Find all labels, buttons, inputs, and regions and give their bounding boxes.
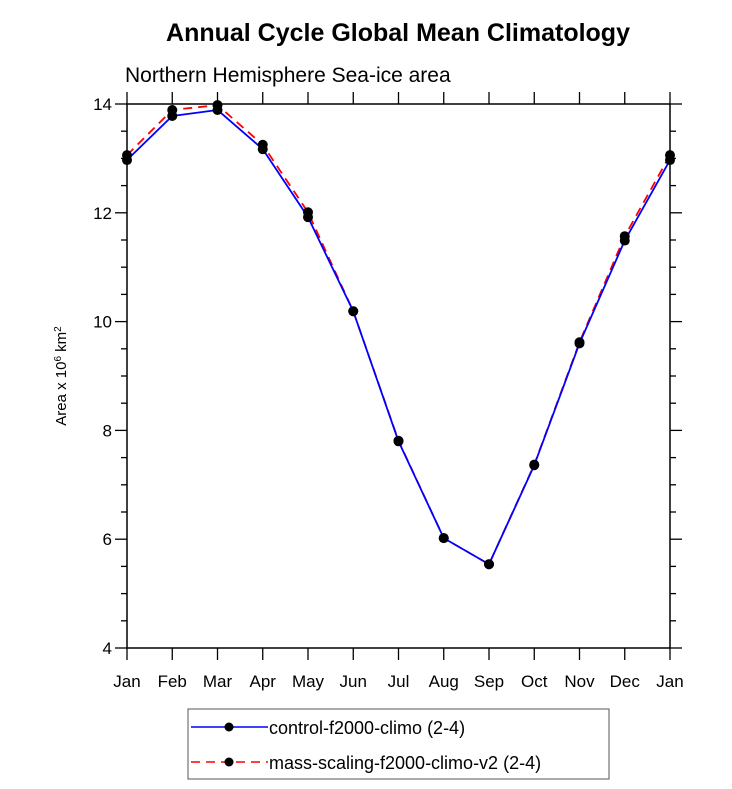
data-point-control	[619, 235, 630, 246]
data-point-control	[257, 144, 268, 155]
legend-label-control: control-f2000-climo (2-4)	[269, 718, 465, 738]
legend-marker-control	[224, 722, 234, 732]
data-point-control	[303, 212, 313, 223]
x-tick-label: Oct	[521, 672, 548, 691]
data-point-control	[484, 559, 494, 570]
y-tick-label: 4	[103, 639, 112, 658]
x-tick-label: May	[292, 672, 325, 691]
legend-marker-mass-scaling	[224, 757, 234, 767]
y-axis: 4 6 8 10 12 14	[93, 95, 682, 658]
chart-title: Annual Cycle Global Mean Climatology	[166, 19, 630, 47]
y-tick-label: 12	[93, 204, 112, 223]
x-tick-label: Dec	[610, 672, 641, 691]
legend-entry-control: control-f2000-climo (2-4)	[191, 718, 465, 738]
plot-frame	[126, 103, 671, 649]
legend-entry-mass-scaling: mass-scaling-f2000-climo-v2 (2-4)	[191, 753, 541, 773]
y-tick-label: 14	[93, 95, 112, 114]
data-point-control	[212, 104, 223, 115]
data-point-control	[348, 306, 359, 317]
y-tick-label: 8	[103, 421, 112, 440]
legend-box	[187, 708, 610, 780]
y-axis-label: Area x 106 km2	[53, 326, 71, 426]
y-tick-label: 6	[103, 530, 112, 549]
x-tick-label: Nov	[564, 672, 595, 691]
legend-label-mass-scaling: mass-scaling-f2000-climo-v2 (2-4)	[269, 753, 541, 773]
x-tick-label: Jul	[388, 672, 410, 691]
data-point-control	[574, 338, 585, 349]
plot-border	[126, 103, 671, 649]
x-tick-label: Mar	[203, 672, 233, 691]
x-tick-label: Aug	[429, 672, 459, 691]
x-tick-label: Sep	[474, 672, 504, 691]
series-layer	[122, 100, 675, 570]
data-point-control	[393, 436, 404, 447]
legend: control-f2000-climo (2-4) mass-scaling-f…	[187, 708, 610, 780]
series-line-mass-scaling	[126, 104, 671, 566]
x-tick-label: Jan	[113, 672, 140, 691]
x-tick-label: Jan	[656, 672, 683, 691]
x-tick-label: Feb	[158, 672, 187, 691]
chart-subtitle: Northern Hemisphere Sea-ice area	[125, 64, 451, 87]
y-tick-label: 10	[93, 313, 112, 332]
data-point-control	[167, 110, 178, 121]
series-line-control	[126, 109, 671, 566]
x-axis: Jan Feb Mar Apr May Jun Jul Aug Sep Oct Nov Dec Jan	[113, 92, 684, 691]
data-point-control	[438, 533, 449, 544]
x-tick-label: Apr	[250, 672, 277, 691]
data-point-control	[665, 155, 675, 166]
data-point-control	[122, 155, 132, 166]
x-tick-label: Jun	[340, 672, 367, 691]
data-point-control	[529, 460, 540, 471]
